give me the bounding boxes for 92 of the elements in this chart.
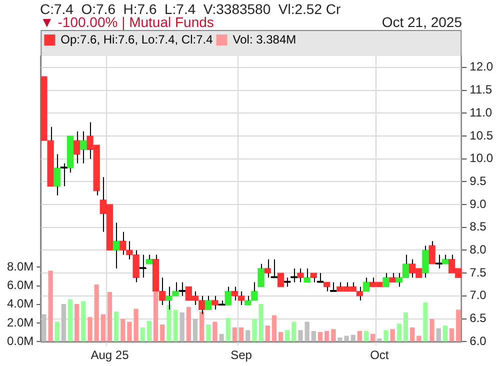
bar: [68, 299, 73, 342]
candlestick: [112, 222, 120, 269]
bar: [396, 324, 402, 342]
y-tick-label: 8.5: [470, 220, 487, 234]
bar: [238, 327, 244, 342]
bar: [430, 318, 434, 342]
bar: [436, 328, 441, 342]
bar: [61, 304, 66, 342]
candlestick: [382, 272, 390, 288]
bar: [160, 324, 165, 342]
bar: [232, 327, 238, 342]
candlestick: [74, 130, 80, 164]
bar: [100, 314, 106, 342]
x-tick-label: Aug 25: [90, 348, 130, 362]
legend-label: Vol: 3.384M: [232, 32, 296, 46]
candlestick: [205, 295, 212, 310]
candlestick: [258, 263, 264, 288]
bar: [42, 314, 46, 342]
bar: [81, 301, 86, 342]
y-tick-label: 8.0: [470, 242, 487, 257]
y-tick-label: 6.5: [470, 311, 487, 326]
y-tick-label: 12.0: [470, 60, 494, 74]
bar: [120, 318, 126, 342]
bar: [449, 328, 454, 342]
chart-title: C:7.4 O:7.6 H:7.6 L:7.4 V:3383580 Vl:2.52 Cr: [40, 1, 341, 17]
bar: [265, 325, 270, 342]
x-tick-label: Oct: [370, 348, 390, 362]
bar: [285, 330, 290, 342]
y-tick-label: 9.5: [470, 174, 487, 188]
bar: [456, 310, 461, 342]
bar: [54, 322, 60, 342]
bar: [212, 322, 218, 342]
bar: [292, 322, 296, 342]
bar: [324, 331, 330, 342]
bar: [311, 331, 316, 342]
bar: [410, 327, 415, 342]
candlestick: [310, 272, 317, 283]
y2-tick-label: 0.0M: [6, 334, 34, 348]
bar: [364, 331, 369, 342]
bar: [350, 334, 356, 342]
bar: [318, 332, 323, 342]
bar: [331, 329, 336, 342]
y-tick-label: 10.5: [470, 128, 494, 142]
bar: [390, 329, 395, 342]
bar: [272, 315, 277, 342]
bar: [200, 312, 204, 342]
candlestick: [264, 258, 271, 278]
bar: [357, 331, 362, 342]
y-tick-label: 6.0: [470, 334, 487, 348]
y2-tick-label: 4.0M: [6, 296, 34, 311]
candlestick: [362, 277, 370, 292]
y-tick-label: 11.0: [470, 105, 492, 120]
chart-subtitle: ▼ -100.00% | Mutual Funds: [40, 14, 214, 30]
bar: [416, 336, 422, 342]
y-tick-label: 7.0: [470, 288, 487, 302]
candlestick: [422, 245, 429, 278]
y2-tick-label: 8.0M: [6, 259, 34, 274]
bar: [226, 318, 230, 342]
bar: [384, 330, 388, 342]
bar: [219, 334, 224, 342]
bar: [186, 306, 192, 342]
bar: [278, 332, 284, 342]
y-tick-label: 9.0: [470, 196, 487, 211]
bar: [140, 327, 145, 342]
text: Oct 21, 2025: [382, 14, 462, 30]
x-tick-label: Sep: [230, 348, 252, 362]
y-tick-label: 7.5: [470, 265, 487, 280]
bar: [192, 318, 198, 342]
bar: [146, 320, 152, 342]
y2-tick-label: 2.0M: [6, 315, 34, 330]
bar: [403, 312, 408, 342]
bar: [114, 312, 119, 342]
bar: [48, 270, 53, 342]
legend-label: Op:7.6, Hi:7.6, Lo:7.4, Cl:7.4: [60, 32, 214, 46]
bar: [206, 324, 211, 342]
bar: [377, 338, 382, 342]
y2-tick-label: 6.0M: [6, 278, 34, 292]
bar: [442, 325, 448, 342]
candlestick: [389, 272, 396, 283]
candlestick: [80, 130, 87, 164]
bar: [246, 330, 250, 342]
bar: [107, 292, 112, 342]
candlestick: [304, 268, 310, 283]
candlestick: [146, 254, 153, 264]
bar: [94, 284, 99, 342]
bar: [370, 334, 376, 342]
bar: [74, 304, 80, 342]
y-tick-label: 10.0: [470, 151, 494, 166]
y-tick-label: 11.5: [470, 82, 492, 97]
bar: [423, 302, 428, 342]
bar: [180, 312, 184, 342]
bar: [88, 317, 92, 342]
